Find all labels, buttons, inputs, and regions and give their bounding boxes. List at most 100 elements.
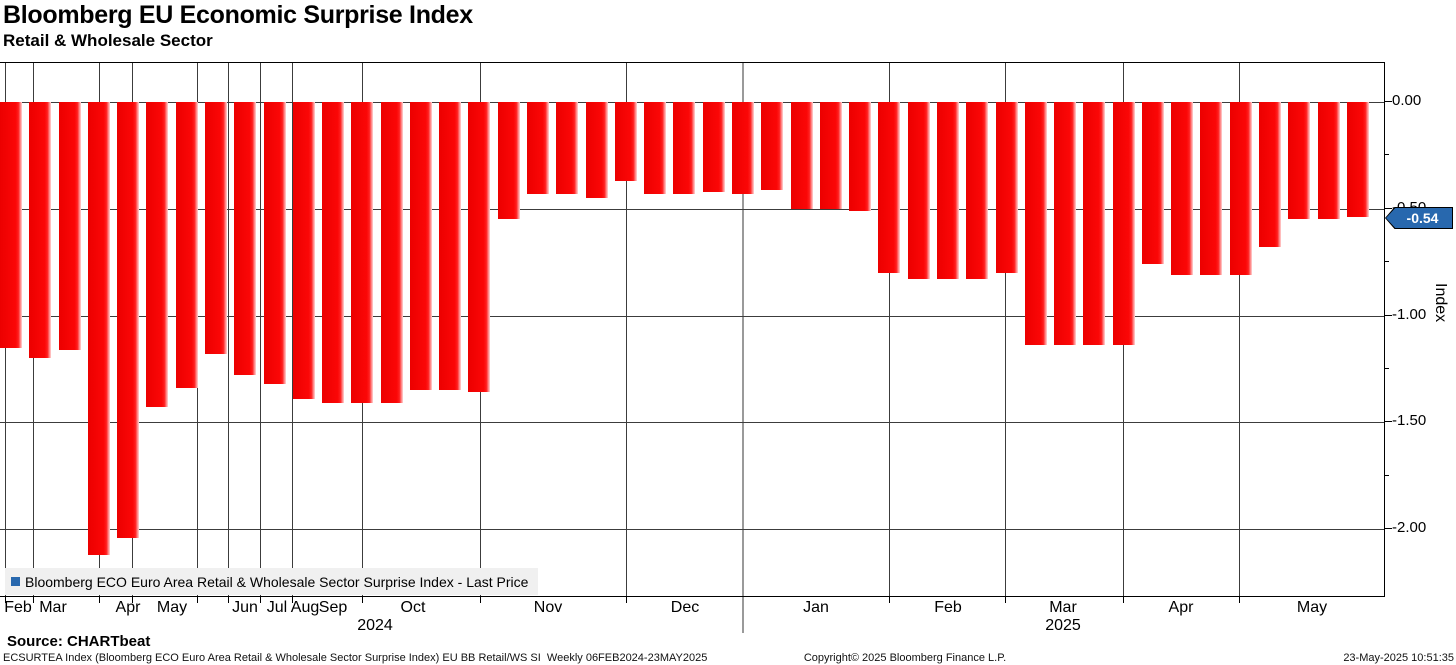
bar [1083,102,1105,345]
bar [761,102,783,190]
bar [732,102,754,194]
x-axis-tick [132,597,133,603]
last-price-badge: -0.54 [1385,207,1453,229]
bar [322,102,344,403]
bar [703,102,725,192]
footer-copyright: Copyright© 2025 Bloomberg Finance L.P. [803,652,1007,664]
bar [527,102,549,194]
bar [586,102,608,198]
bar [59,102,81,350]
source-label: Source: CHARTbeat [7,633,151,650]
x-axis-tick [480,597,481,603]
y-axis-title: Index [1432,283,1449,323]
year-divider-stub [742,597,744,633]
y-axis-tick [1385,314,1392,316]
y-axis-minor-tick [1385,474,1389,476]
horizontal-gridline [0,529,1384,530]
year-divider-line [742,63,744,596]
bar [1113,102,1135,345]
bar [878,102,900,273]
bar [673,102,695,194]
bar [966,102,988,279]
month-label: Feb [4,599,32,616]
legend-item[interactable]: Bloomberg ECO Euro Area Retail & Wholesa… [5,568,539,595]
y-axis-tick [1385,207,1392,209]
vertical-gridline [889,63,890,596]
y-axis-label: -1.00 [1392,305,1427,323]
x-axis-tick [889,597,890,603]
x-axis-tick [99,597,100,603]
horizontal-gridline [0,208,1384,210]
x-axis-tick [292,597,293,603]
bar [1200,102,1222,275]
y-axis-minor-tick [1385,367,1389,369]
month-label: Dec [670,599,700,616]
bar [849,102,871,211]
vertical-gridline [228,63,229,596]
bar [1230,102,1252,275]
vertical-gridline [1005,63,1006,596]
y-axis-minor-tick [1385,154,1389,156]
horizontal-gridline [0,315,1384,317]
bar [1318,102,1340,219]
bar [908,102,930,279]
month-label: Jun [232,599,258,616]
bar [1142,102,1164,264]
bar [146,102,168,407]
bar [293,102,315,399]
year-label: 2025 [1045,617,1081,634]
month-label: Jan [803,599,829,616]
x-axis-tick [5,597,6,603]
bar [264,102,286,384]
bar [996,102,1018,273]
bar [176,102,198,388]
vertical-gridline [292,63,293,596]
y-axis-tick [1385,421,1392,423]
plot-area [0,62,1385,597]
last-price-badge-value: -0.54 [1386,208,1452,228]
bar [644,102,666,194]
footer-security-info: ECSURTEA Index (Bloomberg ECO Euro Area … [3,652,708,664]
chart-subtitle: Retail & Wholesale Sector [3,31,213,50]
bar [439,102,461,390]
vertical-gridline [260,63,261,596]
x-axis-tick [1239,597,1240,603]
month-label: Mar [1049,599,1077,616]
month-label: May [1296,599,1328,616]
x-axis-tick [362,597,363,603]
y-axis-label: -2.00 [1392,519,1427,536]
bar [205,102,227,354]
vertical-gridline [1239,63,1240,596]
y-axis-label: -1.50 [1392,412,1427,430]
x-axis-tick [1005,597,1006,603]
bar [88,102,110,555]
legend-label: Bloomberg ECO Euro Area Retail & Wholesa… [25,573,529,590]
month-label: Oct [400,599,426,616]
bar [1025,102,1047,345]
bar [1171,102,1193,275]
month-label: Jul [266,599,288,616]
bar [556,102,578,194]
bar [820,102,842,209]
month-label: Nov [533,599,563,616]
bar [1347,102,1369,217]
vertical-gridline [626,63,627,596]
x-axis-tick [33,597,34,603]
bar [1288,102,1310,219]
month-label: Feb [934,599,962,616]
y-axis-label: 0.00 [1392,92,1422,109]
bar [410,102,432,390]
page-title: Bloomberg EU Economic Surprise Index [3,1,473,29]
x-axis-tick [260,597,261,603]
y-axis-minor-tick [1385,261,1389,263]
bar [0,102,22,348]
month-label: May [156,599,188,616]
bar [937,102,959,279]
bar [615,102,637,181]
bar [791,102,813,209]
bar [234,102,256,375]
month-label: Mar [39,599,67,616]
y-axis-tick [1385,101,1392,102]
x-axis-tick [626,597,627,603]
